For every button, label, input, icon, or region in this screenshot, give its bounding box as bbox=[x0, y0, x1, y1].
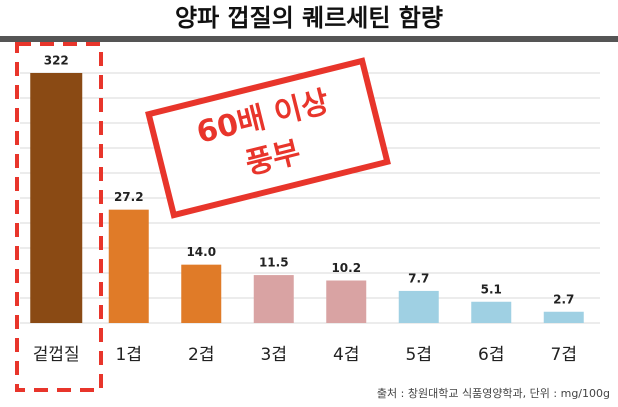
bar bbox=[30, 73, 83, 323]
x-tick-label: 1겹 bbox=[116, 345, 142, 365]
data-label: 11.5 bbox=[259, 256, 289, 270]
bar bbox=[181, 264, 222, 323]
x-tick-label: 7겹 bbox=[551, 345, 577, 365]
data-label: 10.2 bbox=[331, 261, 361, 275]
stamp: 60배 이상 풍부 bbox=[145, 57, 391, 219]
x-tick-label: 3겹 bbox=[261, 345, 287, 365]
x-tick-label: 5겹 bbox=[406, 345, 432, 365]
x-tick-label: 4겹 bbox=[333, 345, 359, 365]
x-tick-label: 6겹 bbox=[478, 345, 504, 365]
data-label: 14.0 bbox=[186, 245, 216, 259]
data-label: 2.7 bbox=[553, 292, 574, 306]
bar bbox=[471, 301, 512, 323]
chart-title: 양파 껍질의 퀘르세틴 함량 bbox=[175, 4, 443, 32]
bar bbox=[543, 311, 584, 323]
title-rule bbox=[0, 36, 618, 42]
x-tick-label: 겉껍질 bbox=[33, 345, 80, 365]
stamp-box bbox=[145, 57, 391, 219]
bar bbox=[253, 275, 294, 323]
highlight-box bbox=[15, 42, 103, 392]
x-tick-label: 2겹 bbox=[188, 345, 214, 365]
data-label: 322 bbox=[44, 54, 69, 68]
source-note: 출처 : 창원대학교 식품영양학과, 단위 : mg/100g bbox=[377, 387, 610, 400]
data-label: 27.2 bbox=[114, 190, 144, 204]
bar bbox=[108, 209, 149, 323]
bar bbox=[326, 280, 367, 323]
bar bbox=[398, 290, 439, 323]
data-label: 7.7 bbox=[408, 271, 429, 285]
data-label: 5.1 bbox=[481, 282, 502, 296]
